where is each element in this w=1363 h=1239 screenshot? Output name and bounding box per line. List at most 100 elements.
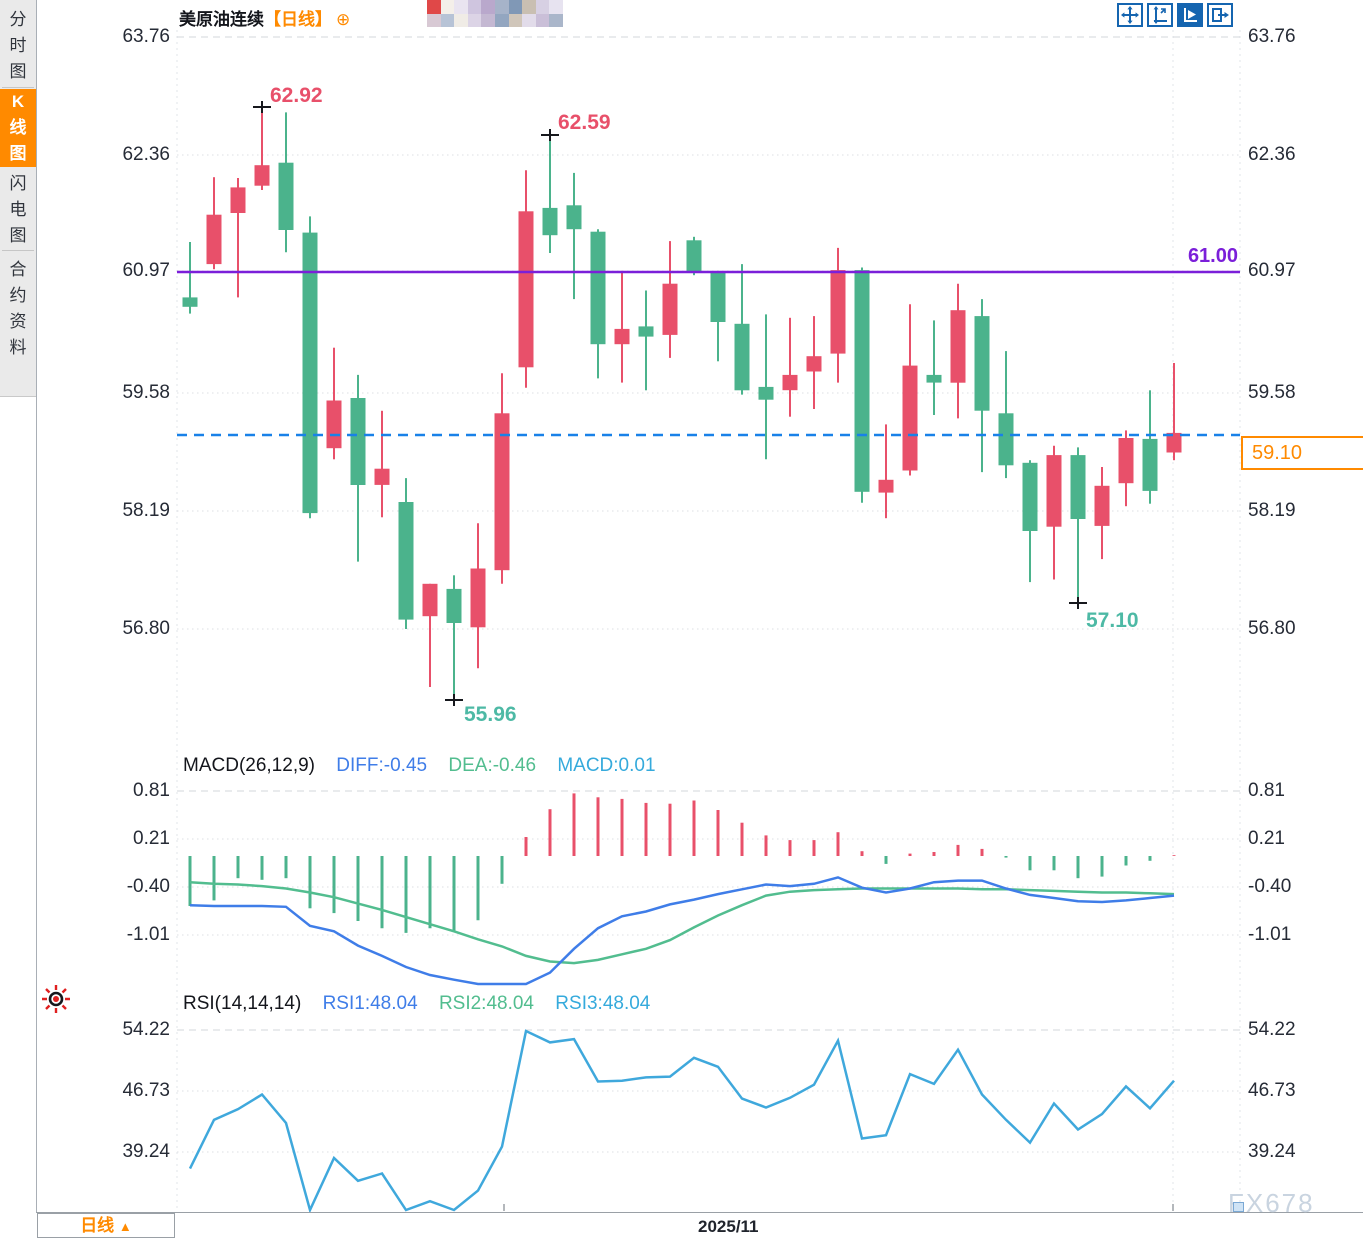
sidebar	[0, 0, 36, 397]
candle-body	[302, 232, 318, 514]
candle-body	[1118, 438, 1134, 484]
macd-axis-label-left: -1.01	[126, 924, 170, 945]
censored-pixel	[427, 0, 441, 14]
censored-pixel	[454, 13, 468, 27]
candle-body	[254, 165, 270, 186]
candle-body	[878, 479, 894, 493]
auto-scale-icon[interactable]	[1177, 3, 1203, 27]
rsi-axis-label-right: 54.22	[1248, 1019, 1296, 1040]
scroll-corner-widget[interactable]	[1233, 1202, 1244, 1212]
period-tab-label: 日线	[80, 1216, 115, 1235]
candle-body	[398, 502, 414, 620]
censored-pixel	[481, 0, 495, 14]
censored-pixel	[481, 13, 495, 27]
extreme-marker-cross	[445, 694, 463, 706]
macd-params: MACD(26,12,9)	[183, 755, 315, 776]
macd-header: MACD(26,12,9) DIFF:-0.45 DEA:-0.46 MACD:…	[183, 755, 672, 777]
rsi2-value: RSI2:48.04	[438, 993, 535, 1014]
sidebar-item-1[interactable]: 分 时 图	[9, 9, 27, 81]
sidebar-divider	[36, 0, 37, 1239]
indicator-settings-sun-icon[interactable]	[40, 983, 72, 1020]
candle-body	[1094, 485, 1110, 526]
sidebar-item-2[interactable]: K 线 图	[0, 89, 36, 167]
candle-body	[830, 270, 846, 354]
rsi-line	[188, 1029, 1175, 1214]
censored-pixel	[440, 0, 455, 14]
candle-body	[542, 207, 558, 236]
candle-body	[446, 588, 462, 623]
rsi-header: RSI(14,14,14) RSI1:48.04 RSI2:48.04 RSI3…	[183, 993, 666, 1015]
price-axis-label-left: 56.80	[122, 618, 170, 639]
sidebar-separator	[2, 250, 34, 251]
censored-pixel	[467, 0, 482, 14]
price-axis-label-right: 59.58	[1248, 382, 1296, 403]
censored-block	[427, 0, 563, 27]
candle-body	[638, 326, 654, 337]
censored-pixel	[535, 0, 550, 14]
shift-right-icon[interactable]	[1207, 3, 1233, 27]
censored-pixel	[454, 0, 468, 14]
candle-body	[998, 413, 1014, 466]
macd-axis-label-left: 0.81	[133, 780, 170, 801]
candle-body	[350, 398, 366, 485]
period-tab-daily[interactable]: 日线 ▲	[37, 1213, 175, 1238]
price-axis-label-right: 62.36	[1248, 144, 1296, 165]
candle-body	[734, 323, 750, 391]
rsi-axis-label-left: 54.22	[122, 1019, 170, 1040]
candle-body	[758, 386, 774, 400]
chart-title: 美原油连续【日线】 ⊕	[179, 5, 350, 30]
candle-body	[902, 365, 918, 471]
price-axis-label-left: 62.36	[122, 144, 170, 165]
pan-icon[interactable]	[1117, 3, 1143, 27]
censored-pixel	[427, 13, 441, 27]
price-axis-label-right: 56.80	[1248, 618, 1296, 639]
axis-range-icon[interactable]	[1147, 3, 1173, 27]
candle-body	[494, 413, 510, 571]
sidebar-item-3[interactable]: 闪 电 图	[9, 173, 27, 245]
price-axis-label-left: 58.19	[122, 500, 170, 521]
bottom-bar	[36, 1212, 1363, 1239]
candle-body	[470, 568, 486, 628]
hline-price-label: 61.00	[1187, 245, 1238, 267]
rsi-axis-label-left: 46.73	[122, 1080, 170, 1101]
sidebar-item-4[interactable]: 合 约 资 料	[9, 260, 27, 357]
candle-body	[518, 211, 534, 368]
candle-body	[206, 214, 222, 265]
censored-pixel	[494, 0, 509, 14]
candle-body	[614, 328, 630, 345]
candle-body	[854, 270, 870, 492]
candle-body	[686, 240, 702, 273]
candle-body	[662, 283, 678, 335]
price-axis-label-left: 59.58	[122, 382, 170, 403]
censored-pixel	[522, 0, 536, 14]
rsi-params: RSI(14,14,14)	[183, 993, 302, 1014]
censored-pixel	[494, 13, 509, 27]
extreme-marker-cross	[1069, 597, 1087, 609]
price-annotation: 62.59	[558, 111, 611, 134]
macd-diff-value: DIFF:-0.45	[336, 755, 428, 776]
price-axis-label-left: 63.76	[122, 26, 170, 47]
price-axis-label-right: 58.19	[1248, 500, 1296, 521]
censored-pixel	[467, 13, 482, 27]
price-annotation: 55.96	[464, 703, 517, 726]
macd-axis-label-right: 0.21	[1248, 828, 1285, 849]
extreme-marker-cross	[541, 129, 559, 141]
candle-body	[782, 374, 798, 391]
extreme-marker-cross	[253, 101, 271, 113]
candle-body	[422, 583, 438, 617]
candle-body	[1046, 455, 1062, 527]
macd-axis-label-left: 0.21	[133, 828, 170, 849]
censored-pixel	[549, 13, 563, 27]
period-tag: 【日线】	[264, 10, 332, 29]
candle-body	[374, 468, 390, 485]
macd-diff-line	[189, 876, 1175, 986]
circle-plus-icon[interactable]: ⊕	[336, 10, 351, 29]
rsi-axis-label-right: 39.24	[1248, 1141, 1296, 1162]
macd-macd-value: MACD:0.01	[557, 755, 656, 776]
macd-axis-label-right: 0.81	[1248, 780, 1285, 801]
macd-axis-label-right: -0.40	[1248, 876, 1292, 897]
candle-body	[590, 231, 606, 345]
candle-body	[566, 205, 582, 230]
